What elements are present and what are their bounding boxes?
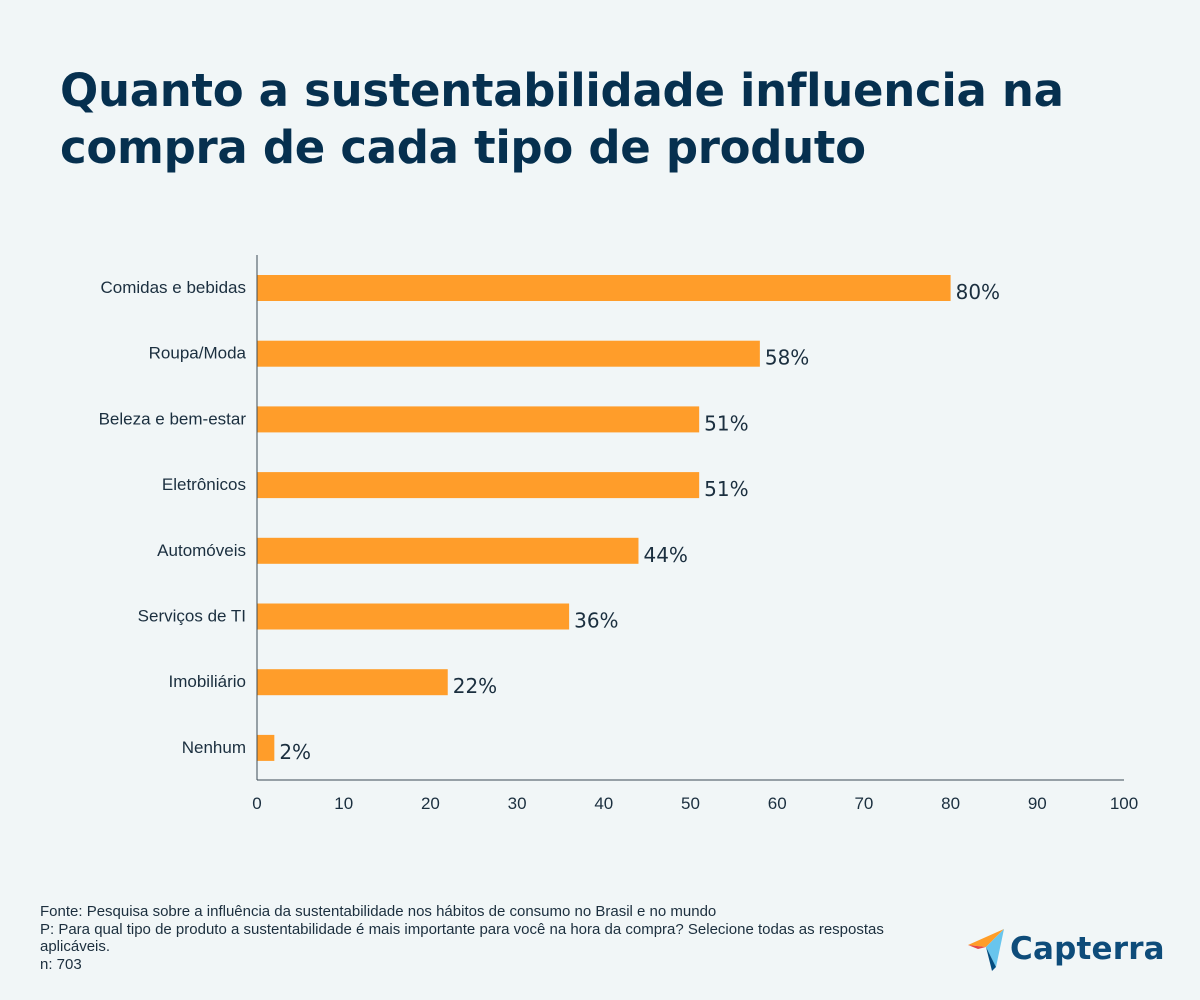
value-label: 2% (279, 740, 311, 764)
value-label: 80% (956, 280, 1000, 304)
capterra-arrow-icon (968, 929, 1004, 971)
x-tick-label: 20 (421, 794, 440, 813)
category-label: Roupa/Moda (149, 344, 247, 363)
bar (257, 537, 639, 564)
x-tick-label: 50 (681, 794, 700, 813)
bar (257, 669, 448, 696)
x-tick-label: 40 (594, 794, 613, 813)
bar (257, 472, 700, 499)
capterra-wordmark: Capterra (1010, 931, 1165, 967)
value-label: 22% (453, 674, 497, 698)
x-tick-label: 10 (334, 794, 353, 813)
bar (257, 406, 700, 433)
footer-source: Fonte: Pesquisa sobre a influência da su… (40, 903, 717, 920)
category-label: Imobiliário (169, 672, 246, 691)
x-tick-label: 60 (768, 794, 787, 813)
value-label: 51% (704, 477, 748, 501)
value-label: 44% (643, 543, 687, 567)
x-tick-label: 90 (1028, 794, 1047, 813)
value-label: 58% (765, 346, 809, 370)
capterra-logo: Capterra (966, 926, 1165, 972)
bar (257, 603, 570, 630)
category-label: Automóveis (157, 541, 246, 560)
bar (257, 275, 951, 301)
bar (257, 340, 760, 367)
title-line-2: compra de cada tipo de produto (60, 121, 866, 174)
x-tick-label: 100 (1110, 794, 1138, 813)
value-label: 36% (574, 609, 618, 633)
x-tick-label: 70 (854, 794, 873, 813)
footer-question: P: Para qual tipo de produto a sustentab… (40, 920, 884, 956)
category-label: Serviços de TI (138, 607, 246, 626)
category-label: Nenhum (182, 738, 246, 757)
x-tick-label: 0 (252, 794, 261, 813)
x-tick-label: 30 (508, 794, 527, 813)
category-label: Beleza e bem-estar (99, 409, 247, 428)
x-tick-label: 80 (941, 794, 960, 813)
page-title: Quanto a sustentabilidade influencia na … (60, 62, 1140, 176)
footer-sample: n: 703 (40, 955, 82, 973)
title-line-1: Quanto a sustentabilidade influencia na (60, 64, 1064, 117)
category-label: Comidas e bebidas (100, 278, 246, 297)
footer-notes: Fonte: Pesquisa sobre a influência da su… (40, 903, 930, 973)
category-label: Eletrônicos (162, 475, 246, 494)
bar-chart: Comidas e bebidas 80% Roupa/Moda 58% Beleza … (99, 255, 1138, 813)
bar (257, 734, 275, 761)
value-label: 51% (704, 411, 748, 435)
